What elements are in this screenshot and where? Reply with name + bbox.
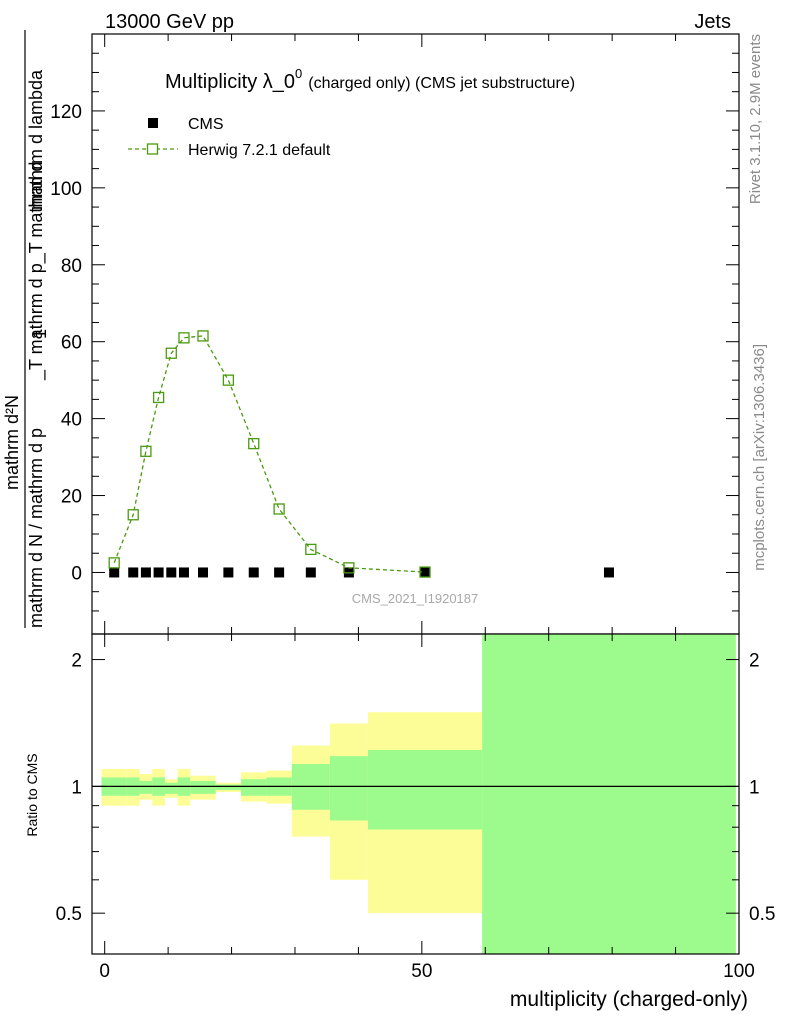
ratio-panel: 0 50 100 0.5 0.5 1 1 2 2 (56, 633, 775, 982)
analysis-watermark: CMS_2021_I1920187 (352, 591, 479, 606)
herwig-data-point (273, 503, 285, 515)
herwig-data-point (248, 437, 260, 450)
y-tick-label: 100 (50, 179, 82, 200)
rivet-version-label: Rivet 3.1.10, 2.9M events (747, 34, 764, 204)
ratio-y-tick-label-right: 0.5 (749, 904, 775, 925)
cms-data-point (153, 567, 164, 578)
ratio-band-inner (190, 780, 216, 794)
herwig-series-line (113, 335, 426, 573)
ratio-band-inner (367, 749, 483, 830)
ratio-y-tick-label: 2 (71, 651, 82, 672)
main-ylabel-d2n: mathrm d²N (2, 395, 22, 490)
herwig-data-point (222, 374, 235, 386)
herwig-data-point (140, 445, 152, 457)
cms-data-point (198, 567, 209, 578)
main-ylabel-numerator: 1 (30, 329, 50, 339)
legend-herwig-label: Herwig 7.2.1 default (188, 142, 331, 159)
herwig-data-point (152, 391, 165, 404)
y-tick-label: 20 (61, 487, 82, 508)
ratio-y-tick-label-right: 2 (749, 651, 760, 672)
ratio-y-tick-label: 1 (71, 777, 82, 798)
plot-title-main: Multiplicity λ_0 (165, 71, 295, 93)
ratio-ylabel: Ratio to CMS (24, 753, 40, 836)
cms-data-point (603, 567, 614, 578)
y-tick-label: 0 (71, 563, 82, 584)
ratio-band-inner (164, 782, 178, 794)
herwig-data-point (165, 347, 177, 359)
herwig-data-point (127, 509, 139, 521)
x-tick-label: 0 (99, 961, 110, 982)
legend-herwig-marker (146, 143, 159, 155)
cms-data-point (178, 567, 189, 578)
main-ylabel-denominator-2: _T mathrm d p_T mathrm d (26, 162, 47, 381)
ratio-band-inner (329, 756, 368, 821)
y-tick-label: 60 (61, 333, 82, 354)
cms-data-point (305, 567, 316, 578)
main-ylabel-denominator-1: mathrm d N / mathrm d p (26, 428, 46, 628)
main-ylabel: 1 mathrm d²N mathrm d N / mathrm d p _T … (2, 30, 50, 628)
cms-data-point (274, 567, 285, 578)
ratio-y-tick-label: 0.5 (56, 904, 82, 925)
mcplots-source-label: mcplots.cern.ch [arXiv:1306.3436] (751, 344, 768, 571)
cms-data-point (223, 567, 234, 578)
ratio-y-tick-label-right: 1 (749, 777, 760, 798)
header-category: Jets (694, 11, 731, 33)
herwig-data-point (343, 562, 355, 574)
herwig-data-point (108, 557, 120, 569)
cms-data-point (248, 567, 259, 578)
herwig-data-point (419, 566, 431, 578)
legend-cms-label: CMS (188, 116, 224, 133)
ratio-band-inner (241, 779, 267, 796)
x-tick-label: 50 (411, 961, 432, 982)
header-energy: 13000 GeV pp (105, 11, 234, 33)
cms-data-point (166, 567, 177, 578)
cms-data-point (140, 567, 151, 578)
plot-title-sup: 0 (295, 66, 302, 81)
herwig-data-point (197, 330, 209, 342)
ratio-band-inner (215, 784, 242, 791)
main-ylabel-denominator-3: mathrm d lambda (26, 69, 46, 210)
ratio-band-inner (139, 780, 153, 794)
cms-data-point (420, 567, 431, 578)
cms-data-point (128, 567, 139, 578)
ratio-band-inner (482, 634, 736, 954)
herwig-data-point (178, 332, 190, 344)
plot-title-rest: (charged only) (CMS jet substructure) (308, 75, 575, 92)
y-tick-label: 80 (61, 256, 82, 277)
plot-title: Multiplicity λ_00 (charged only) (CMS jet… (165, 66, 575, 93)
y-tick-label: 40 (61, 410, 82, 431)
x-axis-label: multiplicity (charged-only) (510, 988, 748, 1011)
ratio-frame (91, 633, 740, 955)
legend-cms-marker (148, 118, 158, 128)
y-tick-label: 120 (50, 102, 82, 123)
cms-data-point (109, 567, 120, 578)
herwig-data-point (305, 543, 317, 556)
x-tick-label: 100 (723, 961, 755, 982)
